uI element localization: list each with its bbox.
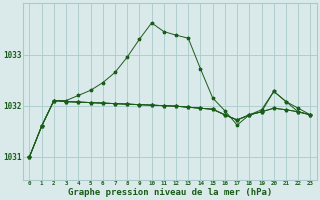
X-axis label: Graphe pression niveau de la mer (hPa): Graphe pression niveau de la mer (hPa) (68, 188, 272, 197)
